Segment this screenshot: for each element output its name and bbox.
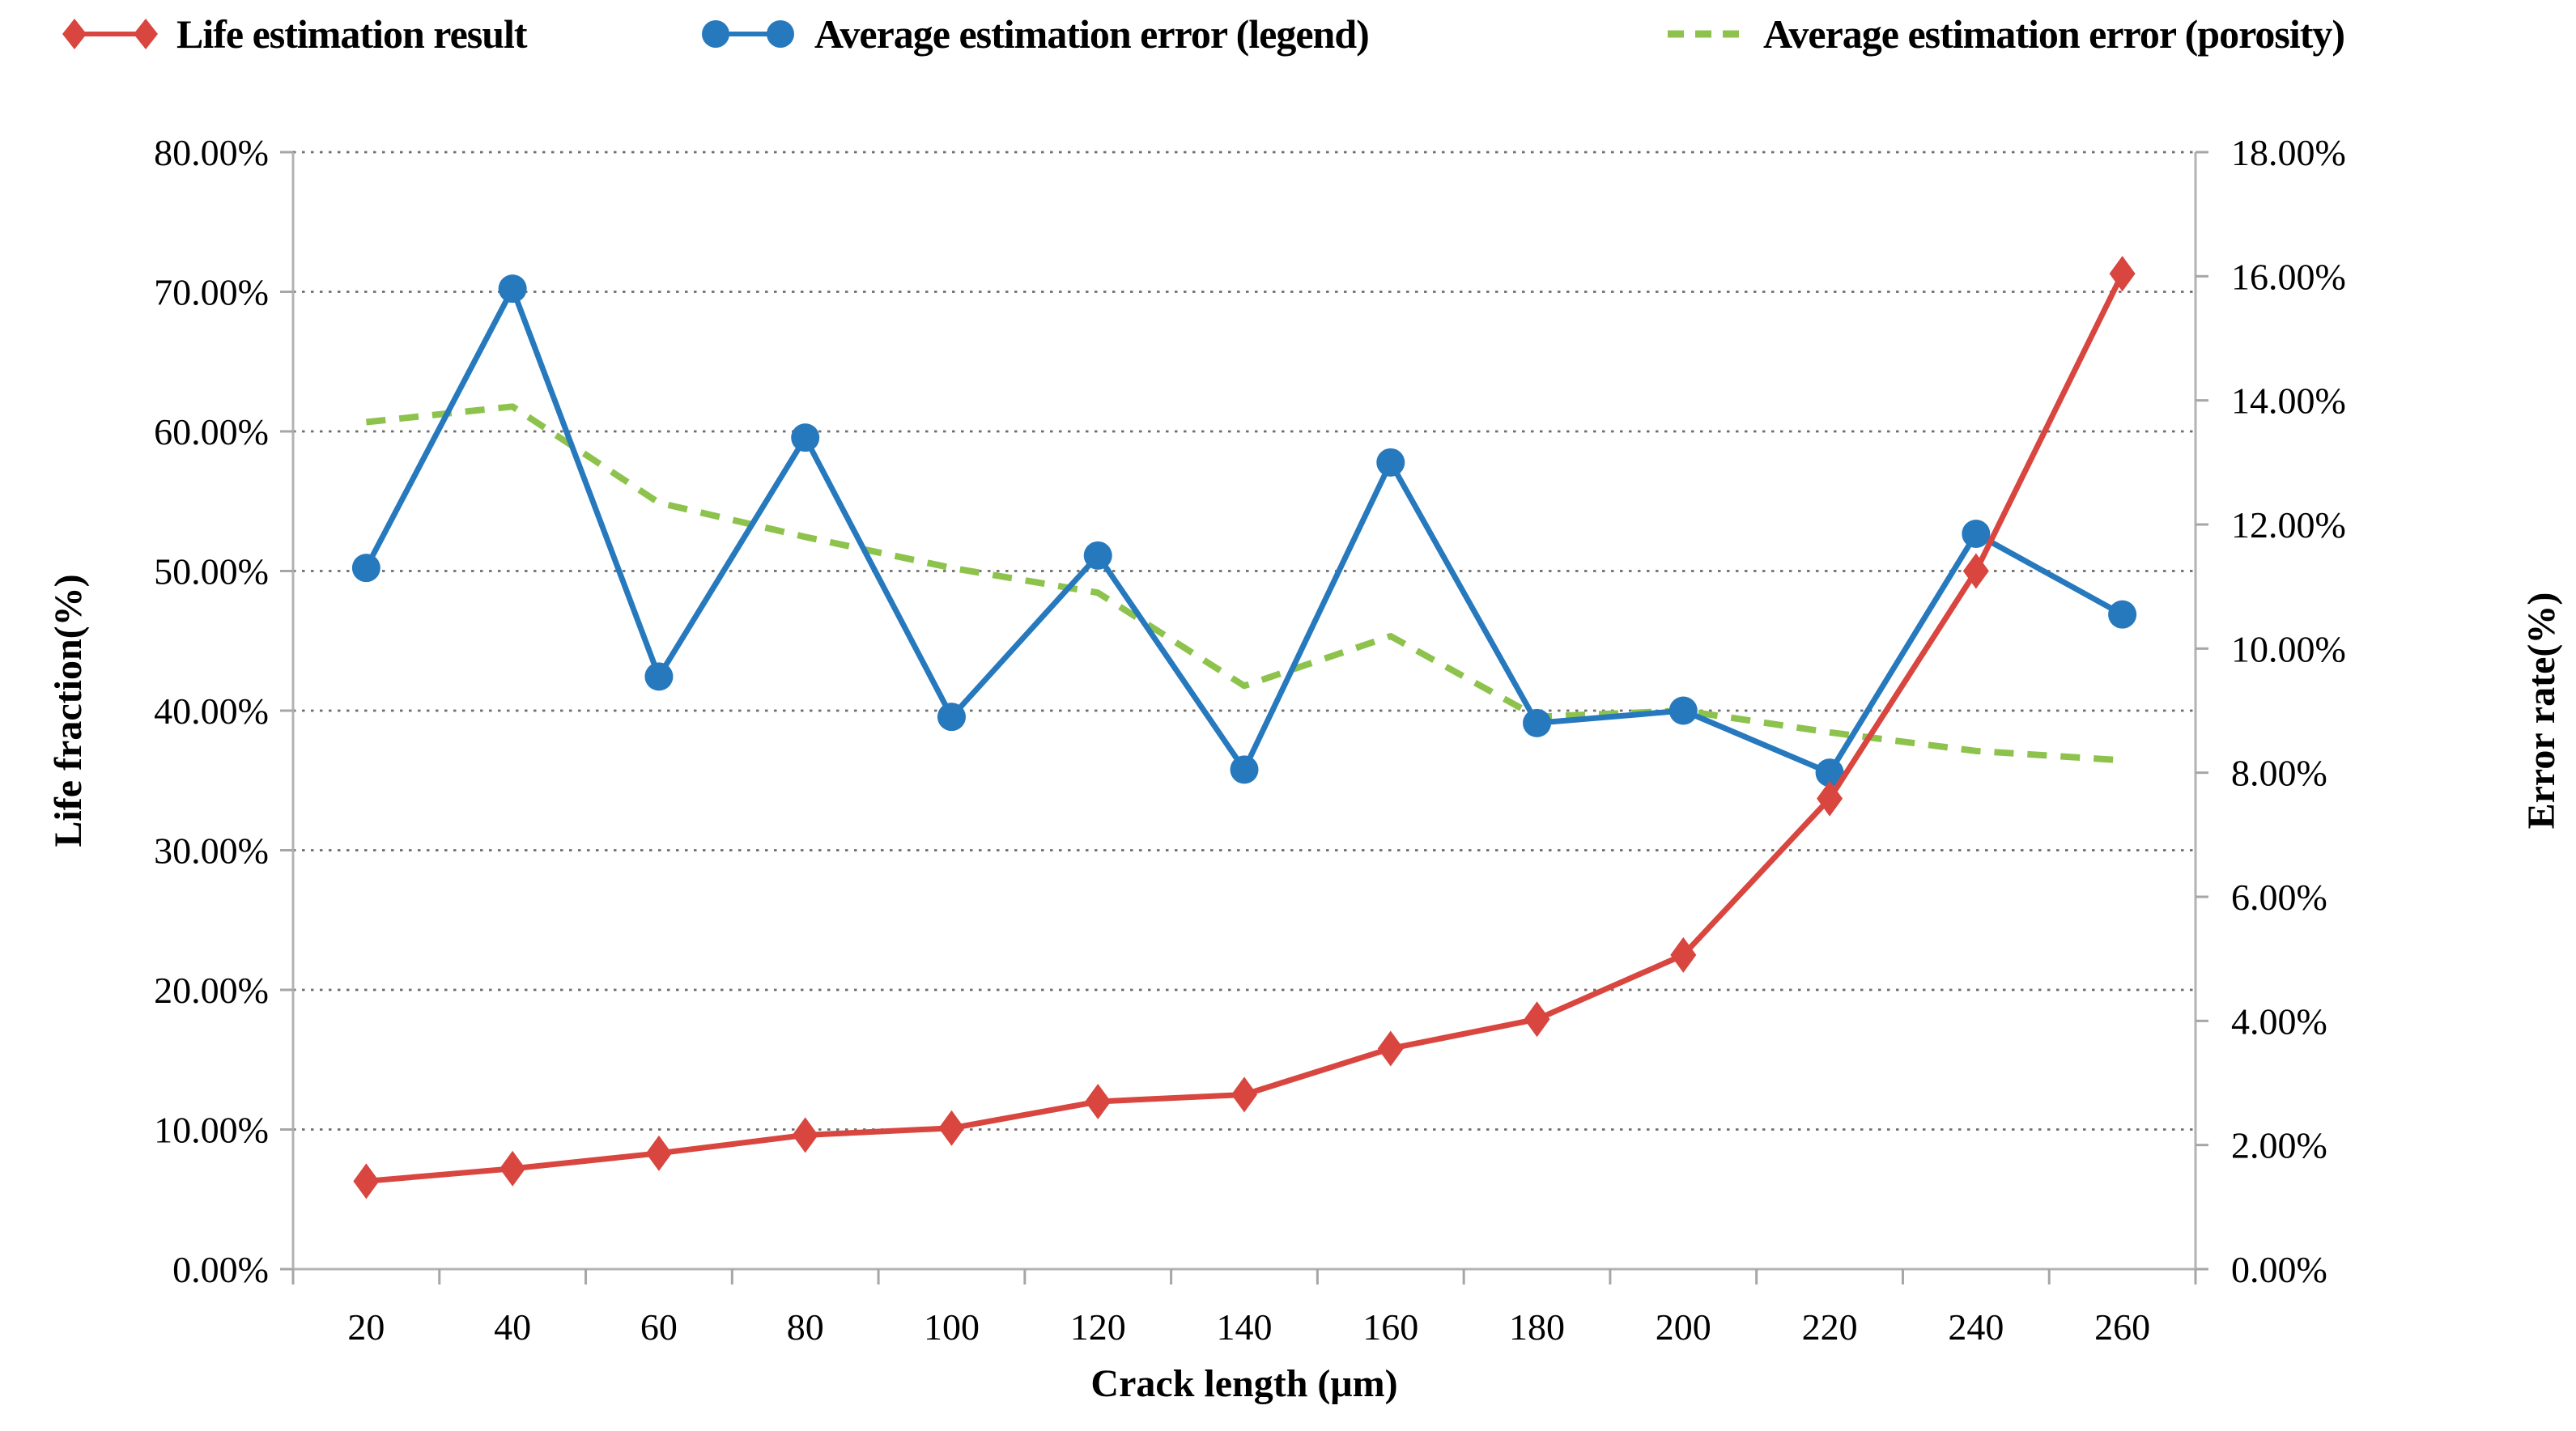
right-axis-tick-label: 16.00% [2231,256,2346,297]
legend-item-avg-error-legend: Average estimation error (legend) [695,8,1370,60]
x-axis-tick-label: 140 [1217,1306,1273,1348]
data-point-circle [937,703,966,732]
right-axis-tick-label: 12.00% [2231,504,2346,546]
data-point-diamond [1962,553,1989,589]
data-point-circle [2108,600,2137,629]
legend-label: Life estimation result [176,11,528,57]
legend-label: Average estimation error (porosity) [1763,11,2345,57]
left-axis-tick-label: 10.00% [154,1110,269,1151]
right-axis-tick-label: 10.00% [2231,628,2346,669]
legend: Life estimation result Average estimatio… [0,0,2576,73]
data-point-circle [1668,696,1698,725]
data-point-diamond [1377,1030,1404,1067]
right-axis-tick-label: 8.00% [2231,753,2327,794]
legend-item-life-estimation-result: Life estimation result [57,8,528,60]
dashed-line-legend-icon [1668,30,1749,38]
data-point-diamond [1670,936,1697,973]
x-axis-tick-label: 80 [787,1306,824,1348]
right-axis-tick-label: 18.00% [2231,132,2346,173]
x-axis-tick-label: 160 [1362,1306,1418,1348]
data-point-circle [1523,708,1552,737]
data-point-diamond [353,1163,380,1200]
data-point-diamond [938,1110,965,1146]
x-axis-tick-label: 220 [1802,1306,1858,1348]
x-axis-tick-label: 100 [924,1306,980,1348]
x-axis-tick-label: 120 [1070,1306,1126,1348]
data-point-diamond [1524,1001,1550,1038]
left-axis-tick-label: 70.00% [154,272,269,313]
left-axis-tick-label: 40.00% [154,690,269,732]
legend-label: Average estimation error (legend) [814,11,1370,57]
legend-item-avg-error-porosity: Average estimation error (porosity) [1666,8,2345,60]
left-axis-tick-label: 0.00% [172,1249,269,1290]
data-point-circle [498,274,527,304]
data-point-diamond [645,1135,672,1171]
circle-line-legend-icon [702,20,794,48]
series-line-avg-error-legend [363,286,2124,776]
x-axis-tick-label: 200 [1656,1306,1711,1348]
left-axis-tick-label: 50.00% [154,551,269,592]
left-axis-tick-label: 60.00% [154,411,269,452]
x-axis-tick-label: 260 [2094,1306,2150,1348]
left-axis-title: Life fraction(%) [47,574,90,847]
data-point-diamond [499,1150,526,1187]
data-point-diamond [1085,1084,1112,1119]
x-axis-tick-label: 40 [494,1306,531,1348]
left-axis-tick-label: 80.00% [154,132,269,173]
right-axis-tick-label: 4.00% [2231,1000,2327,1042]
data-point-circle [1962,520,1991,548]
series-line-avg-error-porosity [365,403,2123,764]
x-axis-tick-label: 20 [347,1306,385,1348]
right-axis-tick-label: 6.00% [2231,877,2327,918]
diamond-line-legend-icon [62,19,158,49]
data-point-circle [1230,755,1259,784]
right-axis-tick-label: 2.00% [2231,1125,2327,1166]
data-point-diamond [1817,780,1843,817]
data-point-circle [1083,541,1112,570]
data-point-circle [791,423,820,452]
right-axis-tick-label: 0.00% [2231,1249,2327,1290]
data-point-diamond [1231,1076,1257,1113]
data-point-circle [1376,448,1405,477]
data-point-circle [1815,758,1844,788]
data-point-circle [644,662,674,691]
data-point-circle [351,554,380,583]
data-point-diamond [2109,256,2136,292]
left-axis-tick-label: 30.00% [154,830,269,872]
x-axis-tick-label: 60 [640,1306,678,1348]
right-axis-title: Error rate(%) [2520,592,2563,830]
x-axis-tick-label: 180 [1509,1306,1565,1348]
right-axis-tick-label: 14.00% [2231,380,2346,422]
x-axis-tick-label: 240 [1948,1306,2004,1348]
data-point-diamond [792,1117,818,1153]
left-axis-tick-label: 20.00% [154,970,269,1011]
x-axis-title: Crack length (μm) [1090,1362,1398,1405]
